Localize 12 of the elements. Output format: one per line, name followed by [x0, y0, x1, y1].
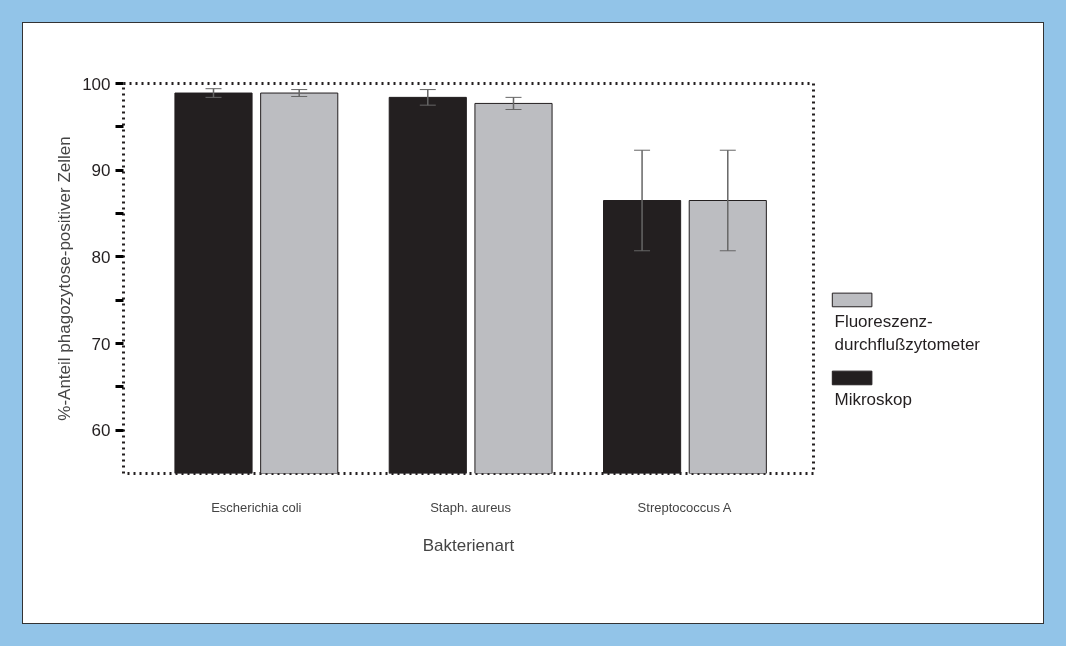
x-tick-label: Escherichia coli [211, 499, 302, 515]
x-tick-label: Staph. aureus [430, 499, 512, 515]
y-tick-label: 90 [91, 161, 111, 181]
x-axis-title: Bakterienart [422, 535, 515, 555]
y-tick-label: 80 [91, 247, 111, 267]
legend-label: Mikroskop [834, 389, 912, 409]
y-axis-title: %-Anteil phagozytose-positiver Zellen [55, 136, 75, 421]
x-tick-label: Streptococcus A [637, 499, 732, 515]
y-tick-label: 100 [82, 74, 111, 94]
legend-label: Fluoreszenz- durchflußzytometer [834, 311, 981, 355]
y-tick-label: 60 [91, 421, 111, 441]
y-tick-label: 70 [91, 334, 111, 354]
